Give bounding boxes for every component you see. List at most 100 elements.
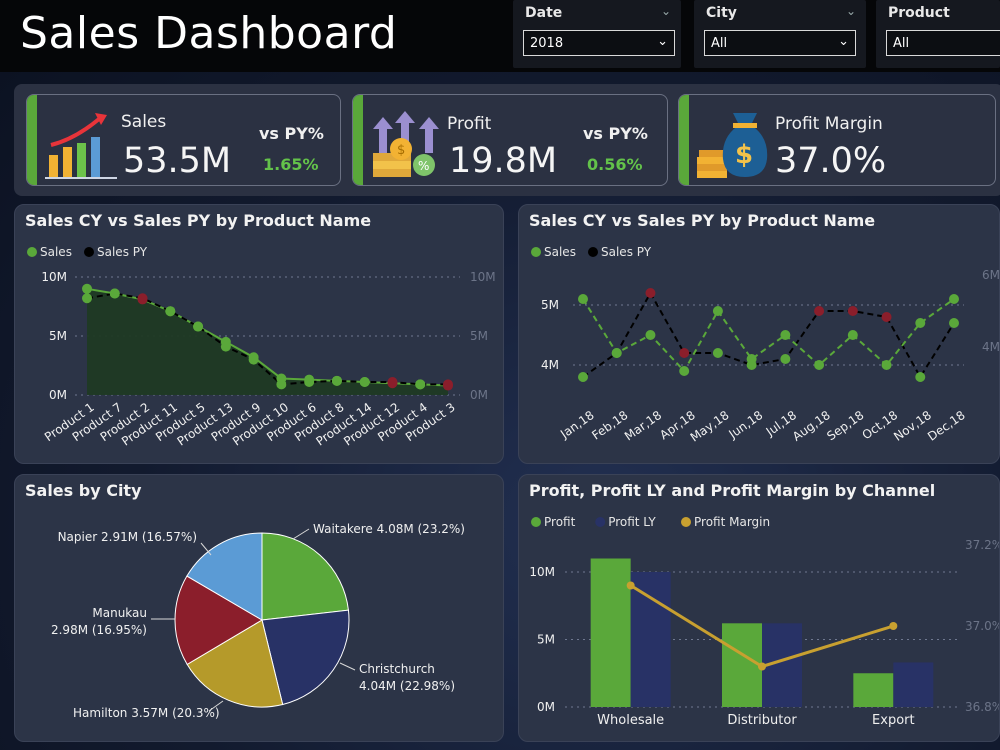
sales-py-point	[109, 288, 120, 299]
sales-point	[712, 306, 723, 316]
pie-slice	[186, 532, 263, 621]
sales-by-product-panel[interactable]: Sales CY vs Sales PY by Product Name Sal…	[14, 204, 504, 464]
sales-py-point	[276, 379, 287, 390]
money-bag-icon: $	[697, 113, 768, 178]
pie-leader-line	[339, 662, 356, 671]
bar-growth-icon	[45, 113, 117, 179]
sales-py-point	[331, 375, 342, 386]
profit-margin-kpi-card[interactable]: $ Profit Margin 37.0%	[678, 94, 996, 186]
sales-point	[82, 283, 92, 294]
sales-point	[881, 360, 892, 370]
sales-point	[847, 330, 858, 340]
accent-bar	[27, 95, 37, 185]
sales-py-point	[165, 306, 176, 317]
y2-tick-label: 4M	[982, 340, 1000, 354]
chevron-down-icon[interactable]: ⌄	[657, 34, 668, 49]
legend-marker	[595, 517, 606, 527]
sales-py-point	[415, 379, 426, 390]
y-tick-label: 0M	[49, 388, 67, 402]
sales-py-point	[679, 348, 690, 358]
legend-marker	[84, 247, 94, 257]
sales-py-point	[137, 293, 148, 304]
chevron-down-icon[interactable]: ⌄	[838, 34, 849, 49]
sales-py-point	[611, 348, 622, 358]
pie-leader-line	[200, 542, 212, 556]
pie-leader-line	[208, 700, 224, 712]
sales-py-point	[746, 360, 757, 370]
profit-margin-kpi-value: 37.0%	[775, 141, 887, 181]
y-tick-label: 10M	[41, 270, 67, 284]
x-tick-label: Feb,18	[589, 408, 630, 443]
legend-marker	[531, 247, 541, 257]
page-title: Sales Dashboard	[20, 8, 398, 59]
legend-marker	[681, 517, 691, 527]
svg-text:$: $	[397, 143, 405, 158]
x-tick-label: Jan,18	[557, 408, 597, 442]
city-slicer[interactable]: City ⌄ All ⌄	[694, 0, 866, 68]
date-dropdown[interactable]: 2018 ⌄	[523, 30, 675, 56]
profit-by-channel-chart[interactable]: Profit Profit LY Profit Margin 10M 5M 0M 37.2%…	[519, 475, 1000, 742]
product-slicer[interactable]: Product All	[876, 0, 1000, 68]
pie-label: Hamilton 3.57M (20.3%)	[73, 706, 220, 720]
city-dropdown[interactable]: All ⌄	[704, 30, 856, 56]
sales-point	[645, 330, 656, 340]
sales-py-point	[248, 354, 259, 365]
y-tick-label: 5M	[537, 633, 555, 647]
sales-by-city-chart[interactable]: Waitakere 4.08M (23.2%) Christchurch 4.04M…	[15, 475, 504, 742]
coins-arrows-icon: $ %	[373, 111, 439, 177]
pie-slice	[261, 532, 349, 621]
y-tick-label: 5M	[541, 298, 559, 312]
profit-kpi-card[interactable]: $ % Profit 19.8M vs PY% 0.56%	[352, 94, 668, 186]
date-slicer[interactable]: Date ⌄ 2018 ⌄	[513, 0, 681, 68]
y-tick-label: 4M	[541, 358, 559, 372]
x-tick-label: Aug,18	[790, 408, 833, 444]
sales-point	[679, 366, 690, 376]
sales-vs-value: 1.65%	[263, 155, 319, 174]
sales-kpi-card[interactable]: Sales 53.5M vs PY% 1.65%	[26, 94, 341, 186]
profit-ly-bar	[893, 662, 934, 707]
sales-py-point	[359, 377, 370, 388]
y2-tick-label: 37.0%	[965, 619, 1000, 633]
collapse-chevron-icon[interactable]: ⌄	[660, 4, 671, 18]
x-tick-label: Export	[872, 713, 915, 728]
x-tick-label: Sep,18	[824, 408, 866, 443]
sales-py-point	[443, 379, 453, 390]
sales-py-point	[881, 312, 892, 322]
sales-point	[915, 318, 926, 328]
sales-py-point	[304, 377, 315, 388]
sales-point	[780, 330, 791, 340]
collapse-chevron-icon[interactable]: ⌄	[845, 4, 856, 18]
product-slicer-label: Product	[888, 5, 950, 21]
legend-label: Sales	[544, 245, 576, 259]
y2-tick-label: 37.2%	[965, 538, 1000, 552]
sales-py-point	[82, 293, 92, 304]
sales-by-month-panel[interactable]: Sales CY vs Sales PY by Product Name Sal…	[518, 204, 1000, 464]
profit-kpi-value: 19.8M	[449, 141, 558, 181]
profit-margin-kpi-label: Profit Margin	[775, 114, 883, 134]
date-slicer-label: Date	[525, 5, 563, 21]
chart-title: Sales CY vs Sales PY by Product Name	[25, 211, 372, 230]
profit-margin-point	[758, 662, 766, 671]
y2-tick-label: 36.8%	[965, 700, 1000, 714]
chart-title: Sales by City	[25, 481, 142, 500]
profit-by-channel-panel[interactable]: Profit, Profit LY and Profit Margin by C…	[518, 474, 1000, 742]
legend-marker	[27, 247, 37, 257]
accent-bar	[353, 95, 363, 185]
legend-label: Sales	[40, 245, 72, 259]
product-dropdown[interactable]: All	[886, 30, 1000, 56]
sales-vs-label: vs PY%	[259, 124, 324, 143]
pie-slice	[261, 609, 350, 706]
svg-text:%: %	[418, 159, 429, 173]
sales-by-city-panel[interactable]: Sales by City Waitakere 4.08M (23.2%) Chr…	[14, 474, 504, 742]
legend-label: Profit	[544, 515, 576, 529]
legend-marker	[531, 517, 541, 527]
sales-kpi-value: 53.5M	[123, 141, 232, 181]
sales-py-point	[712, 348, 723, 358]
profit-bar	[853, 673, 894, 707]
sales-kpi-label: Sales	[121, 112, 167, 132]
pie-label: 4.04M (22.98%)	[359, 679, 455, 693]
sales-py-point	[780, 354, 791, 364]
sales-line	[582, 298, 955, 373]
